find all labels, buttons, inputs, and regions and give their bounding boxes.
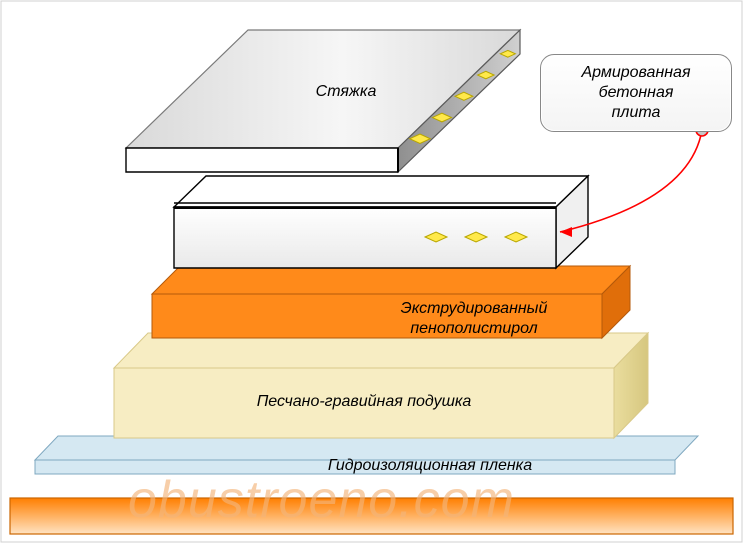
- reinforced-plate-callout: Армированнаябетоннаяплита: [540, 54, 732, 132]
- screed-label: Стяжка: [316, 83, 377, 100]
- plate-front: [174, 207, 556, 268]
- membrane-label: Гидроизоляционная пленка: [328, 457, 532, 474]
- reinforced-plate-callout-text: Армированнаябетоннаяплита: [581, 64, 690, 121]
- ground-layer: [10, 498, 733, 534]
- xps-label-line1: Экструдированный: [401, 300, 548, 317]
- xps-label-line2: пенополистирол: [410, 320, 537, 337]
- sand-gravel-label: Песчано-гравийная подушка: [257, 393, 472, 410]
- xps-top: [152, 266, 630, 294]
- screed-front: [126, 148, 398, 172]
